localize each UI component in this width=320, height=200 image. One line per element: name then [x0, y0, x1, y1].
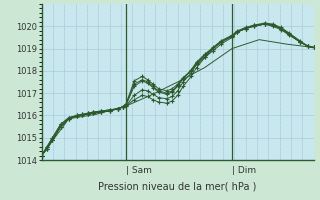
Text: Pression niveau de la mer( hPa ): Pression niveau de la mer( hPa ) [99, 182, 257, 192]
Text: | Dim: | Dim [232, 166, 256, 175]
Text: | Sam: | Sam [126, 166, 152, 175]
